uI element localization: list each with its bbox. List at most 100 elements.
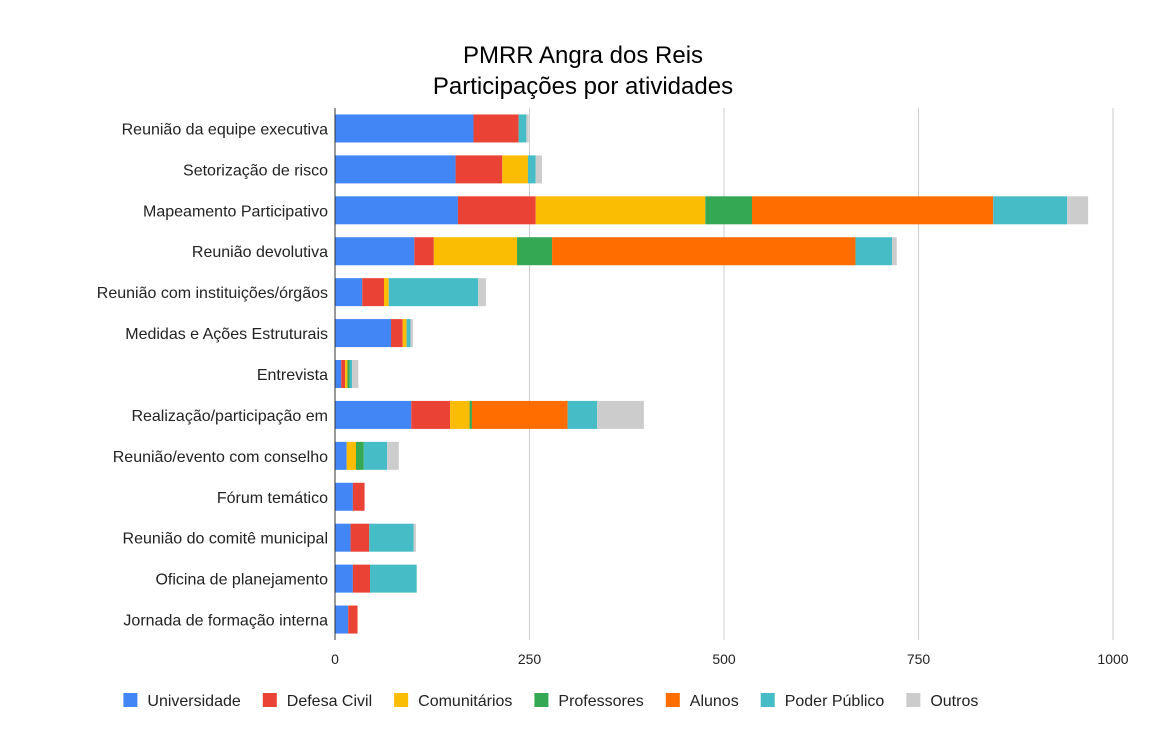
category-label: Realização/participação em [131,408,328,425]
bar-segment [411,400,451,429]
bar-segment [388,278,479,307]
category-label: Setorização de risco [183,162,328,179]
legend-swatch [262,693,277,707]
bar-segment [352,564,371,593]
bar-segment [335,278,363,307]
legend-label: Defesa Civil [287,693,372,710]
bar-segment [502,155,528,184]
legend-swatch [906,693,921,707]
x-tick-label: 0 [331,651,339,667]
bar-segment [391,319,403,348]
bar-segment [335,564,353,593]
category-label: Jornada de formação interna [123,613,328,630]
bar-segment [526,114,529,143]
x-tick-label: 250 [518,651,542,667]
bar-segment [527,155,536,184]
bar-segment [535,155,542,184]
chart-title: PMRR Angra dos Reis [463,42,703,69]
bar-segment [335,237,415,266]
bar-segment [406,319,411,348]
bar-segment [335,319,392,348]
legend-label: Comunitários [418,693,512,710]
bar-segment [345,360,348,388]
bar-segment [478,278,486,307]
bar-segment [335,114,474,143]
legend-label: Professores [558,693,643,710]
bar-segment [402,319,407,348]
chart-subtitle: Participações por atividades [433,73,733,100]
category-label: Reunião da equipe executiva [122,121,328,138]
bar-segment [335,155,456,184]
bar-segment [335,523,351,552]
category-label: Mapeamento Participativo [143,203,328,220]
bar-segment [410,319,413,348]
bar-segment [335,360,342,388]
bar-segment [356,441,364,470]
axes: 0 250 500 750 1000 Reunião da equipe executiv… [97,108,1129,667]
bar-segment [335,196,458,225]
x-tick-label: 500 [712,651,736,667]
bar-segment [535,196,706,225]
bar-segment [469,400,472,429]
bar-segment [387,441,399,470]
x-tick-label: 750 [907,651,931,667]
bar-segment [1067,196,1089,225]
legend-label: Alunos [690,693,739,710]
category-label: Reunião devolutiva [192,244,328,261]
legend-label: Universidade [147,693,240,710]
bar-segment [993,196,1068,225]
x-tick-label: 1000 [1097,651,1128,667]
bar-segment [335,441,347,470]
category-label: Oficina de planejamento [155,572,328,589]
bar-segment [350,523,370,552]
bar-segment [414,237,434,266]
legend-swatch [760,693,775,707]
bar-segment [892,237,897,266]
bar-segment [705,196,753,225]
bar-segment [567,400,598,429]
bar-segment [335,482,353,511]
category-label: Entrevista [257,367,328,384]
legend-label: Poder Público [785,693,885,710]
legend-swatch [534,693,549,707]
bar-segment [362,278,385,307]
bar-segment [552,237,856,266]
bar-segment [352,360,359,388]
bar-segment [517,237,553,266]
bar-segment [349,360,353,388]
category-label: Reunião com instituições/órgãos [97,285,328,302]
category-label: Medidas e Ações Estruturais [125,326,328,343]
bar-segment [433,237,518,266]
bar-segment [347,360,350,388]
bar-segment [473,114,519,143]
bar-segment [335,400,412,429]
legend: Universidade Defesa Civil Comunitários Prof… [123,693,978,710]
bar-segment [413,523,416,552]
grid [529,108,1114,640]
category-label: Reunião do comitê municipal [123,531,328,548]
category-label: Fórum temático [217,490,328,507]
bar-segment [341,360,346,388]
bar-segment [450,400,470,429]
bar-segment [348,605,358,634]
bar-segment [369,523,414,552]
legend-swatch [665,693,680,707]
legend-label: Outros [930,693,978,710]
bar-segment [352,482,365,511]
bar-segment [855,237,893,266]
bar-segment [597,400,644,429]
bar-segment [455,155,503,184]
bar-segment [335,605,349,634]
bar-segment [518,114,527,143]
legend-swatch [394,693,409,707]
bar-segment [363,441,388,470]
bar-segment [457,196,536,225]
legend-swatch [123,693,138,707]
bar-segment [346,441,357,470]
bar-segment [471,400,568,429]
bar-segment [752,196,994,225]
bar-segment [384,278,389,307]
bar-segment [370,564,417,593]
category-label: Reunião/evento com conselho [113,449,328,466]
